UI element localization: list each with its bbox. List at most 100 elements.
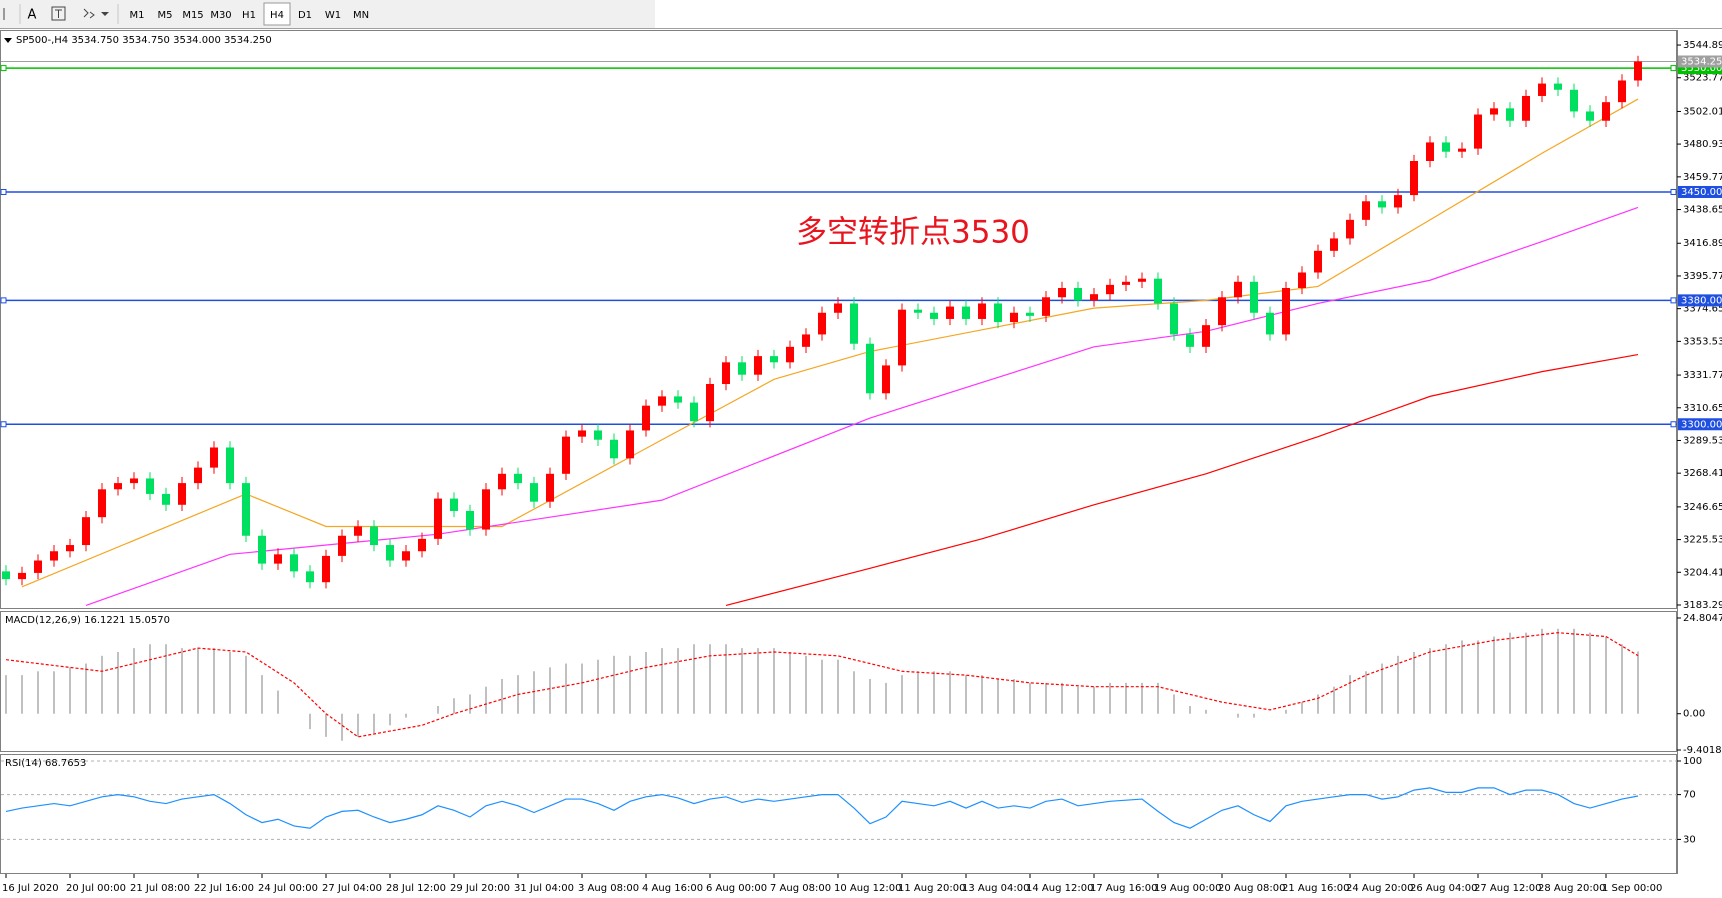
rsi-panel-frame — [0, 754, 1677, 874]
x-tick-label: 10 Aug 12:00 — [834, 883, 901, 894]
dropdown[interactable] — [101, 12, 109, 16]
current-price-box — [1678, 55, 1722, 68]
candle-body — [1170, 303, 1178, 335]
candle-body — [1506, 108, 1514, 121]
rsi-title: RSI(14) 68.7653 — [5, 758, 86, 769]
candle-body — [370, 526, 378, 546]
y-tick-label: 3395.770 — [1683, 271, 1722, 282]
candle-body — [1554, 83, 1562, 90]
candle-body — [386, 545, 394, 561]
candle-body — [402, 551, 410, 561]
candle-body — [930, 312, 938, 319]
candle-body — [1538, 83, 1546, 96]
candle-body — [1202, 325, 1210, 347]
arrows-tool[interactable] — [83, 8, 95, 19]
candle-body — [1234, 281, 1242, 298]
candle-body — [1362, 201, 1370, 220]
candle-body — [658, 396, 666, 406]
candle-body — [786, 346, 794, 363]
y-tick-label: -9.4018 — [1683, 745, 1722, 756]
timeframe-button[interactable]: W1 — [325, 10, 341, 21]
y-tick-label: 3268.410 — [1683, 468, 1722, 479]
current-price-label: 3534.250 — [1681, 57, 1722, 68]
candle-body — [578, 430, 586, 437]
x-tick-label: 7 Aug 08:00 — [770, 883, 831, 894]
candle-body — [514, 473, 522, 484]
candle-body — [98, 489, 106, 518]
candle-body — [50, 551, 58, 561]
macd-title: MACD(12,26,9) 16.1221 15.0570 — [5, 615, 170, 626]
timeframe-button[interactable]: M30 — [210, 10, 231, 21]
timeframe-button[interactable]: H1 — [242, 10, 256, 21]
y-tick-label: 3459.770 — [1683, 172, 1722, 183]
indicator-line — [5, 632, 1639, 738]
timeframe-button[interactable]: M1 — [130, 10, 145, 21]
candle-body — [1042, 297, 1050, 316]
y-tick-label: 70 — [1683, 790, 1696, 801]
timeframe-pressed — [263, 2, 291, 26]
candle-body — [1442, 142, 1450, 152]
x-tick-label: 16 Jul 2020 — [2, 883, 59, 894]
candle-body — [18, 572, 26, 580]
candle-body — [1426, 142, 1434, 162]
x-tick-label: 20 Aug 08:00 — [1218, 883, 1285, 894]
level-label: 3450.000 — [1681, 187, 1722, 198]
candle-body — [1186, 334, 1194, 347]
candle-body — [642, 405, 650, 431]
y-tick-label: 100 — [1683, 756, 1702, 767]
candle-body — [1282, 287, 1290, 335]
y-tick-label: 3204.410 — [1683, 567, 1722, 578]
candle-body — [2, 571, 10, 580]
timeframe-button[interactable]: M5 — [158, 10, 173, 21]
level-handle — [1670, 421, 1677, 428]
candle-body — [978, 303, 986, 319]
y-tick-label: 3353.530 — [1683, 336, 1722, 347]
candle-body — [34, 560, 42, 573]
candle-body — [1090, 294, 1098, 301]
candle-body — [834, 303, 842, 313]
level-label: 3380.000 — [1681, 295, 1722, 306]
candle-body — [466, 510, 474, 530]
timeframe-button[interactable]: MN — [353, 10, 369, 21]
candle-body — [866, 343, 874, 394]
candle-body — [418, 538, 426, 552]
timeframe-button[interactable]: M15 — [182, 10, 203, 21]
candle-body — [946, 306, 954, 319]
candle-body — [498, 473, 506, 490]
candle-body — [1474, 114, 1482, 149]
candle-body — [1522, 95, 1530, 121]
label-tool[interactable] — [51, 6, 66, 21]
candle-body — [1298, 272, 1306, 288]
level-handle — [0, 188, 7, 195]
candle-body — [562, 436, 570, 474]
timeframe-button[interactable]: H4 — [270, 10, 284, 21]
x-tick-label: 1 Sep 00:00 — [1602, 883, 1662, 894]
timeframe-button[interactable]: D1 — [298, 10, 312, 21]
candle-body — [1058, 287, 1066, 298]
candle-body — [1026, 312, 1034, 316]
candle-body — [1602, 102, 1610, 121]
x-tick-label: 21 Aug 16:00 — [1282, 883, 1349, 894]
y-tick-label: 3523.770 — [1683, 73, 1722, 84]
x-tick-label: 11 Aug 20:00 — [898, 883, 965, 894]
candle-body — [1346, 219, 1354, 239]
candle-body — [738, 362, 746, 375]
x-tick-label: 6 Aug 00:00 — [706, 883, 767, 894]
candle-body — [1314, 250, 1322, 273]
macd-panel-frame — [0, 611, 1677, 752]
level-label: 3530.000 — [1681, 63, 1722, 74]
candle-body — [130, 478, 138, 484]
x-tick-label: 29 Jul 20:00 — [450, 883, 510, 894]
level-handle — [0, 297, 7, 304]
text-tool[interactable]: A — [28, 8, 37, 23]
candle-body — [1394, 195, 1402, 208]
candle-body — [258, 535, 266, 564]
candle-body — [962, 306, 970, 319]
candle-body — [1410, 161, 1418, 196]
x-tick-label: 17 Aug 16:00 — [1090, 883, 1157, 894]
x-tick-label: 28 Aug 20:00 — [1538, 883, 1605, 894]
level-label-box — [1678, 185, 1722, 198]
y-tick-label: 3289.530 — [1683, 435, 1722, 446]
y-tick-label: 3331.770 — [1683, 370, 1722, 381]
